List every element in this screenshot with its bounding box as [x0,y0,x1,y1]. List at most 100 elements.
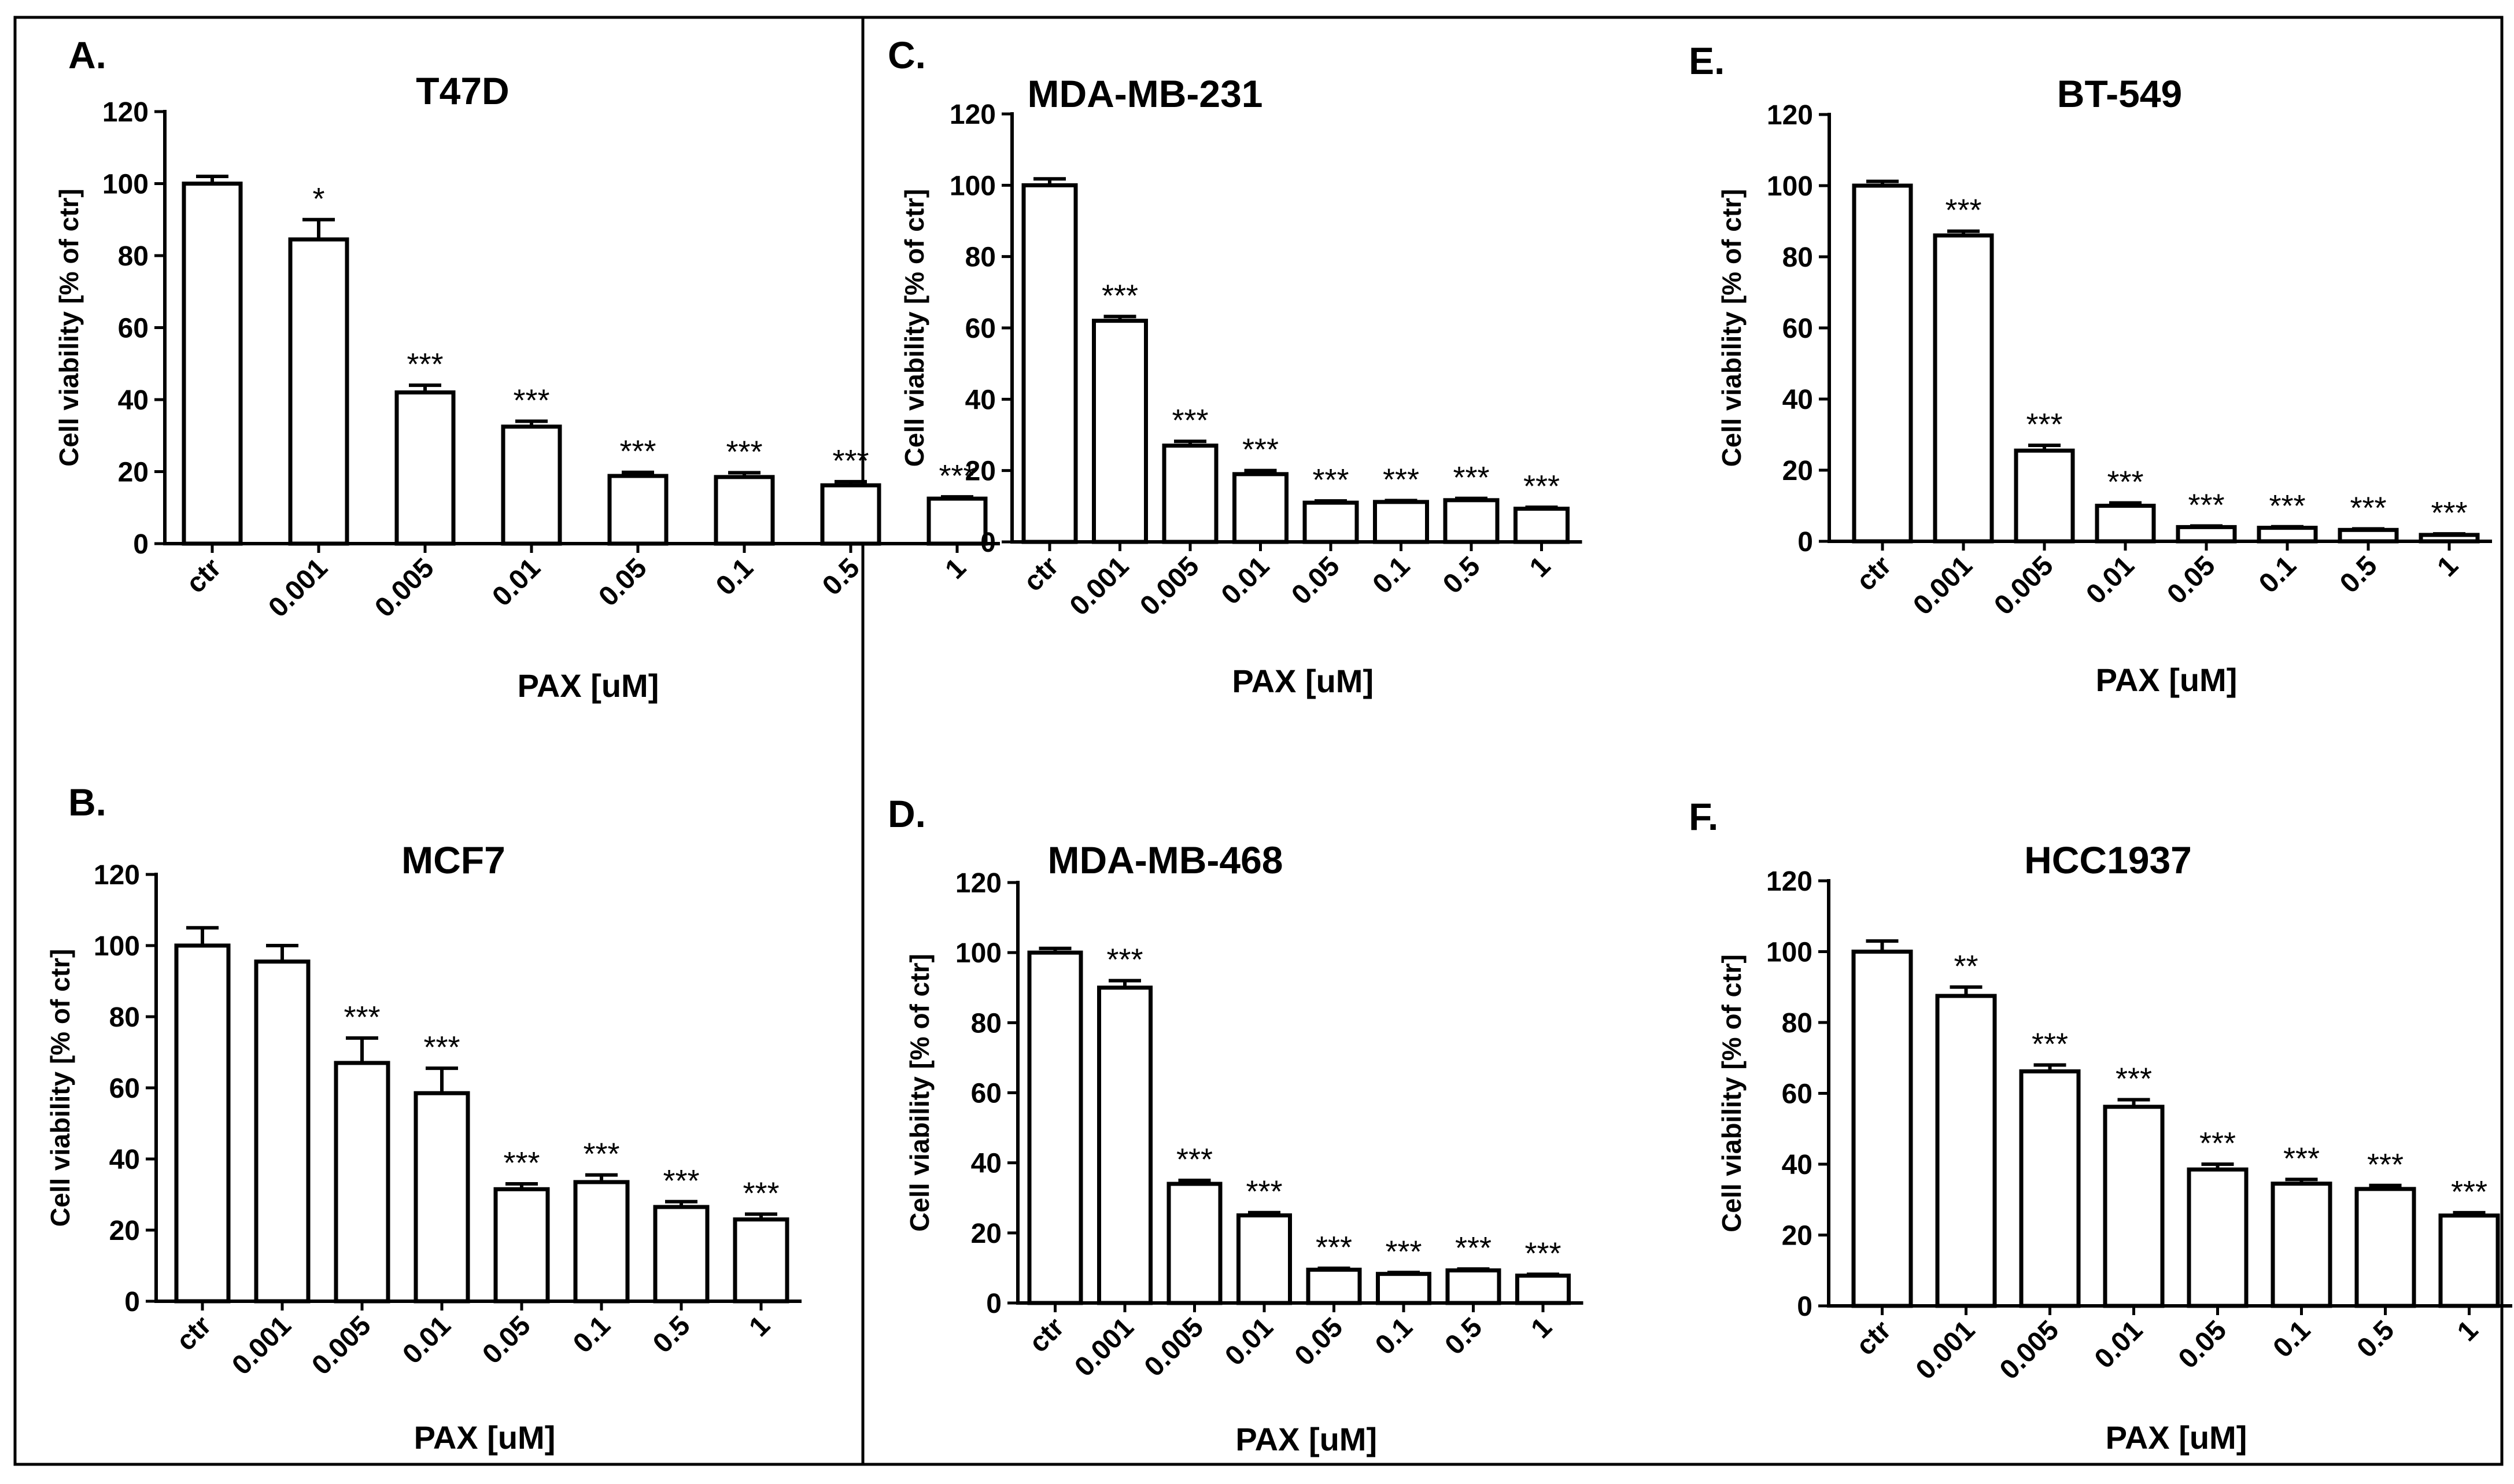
bar-1 [926,496,988,546]
significance-label: *** [1945,193,1981,228]
bar-0.05 [2187,1167,2249,1308]
significance-label: *** [2350,490,2386,525]
bar-0.01 [501,424,562,546]
y-tick-label: 60 [118,313,149,344]
x-axis-label: PAX [uM] [2096,662,2238,698]
significance-label: *** [1312,463,1349,497]
significance-label: *** [1102,278,1138,313]
bar-0.005 [334,1061,390,1304]
charts-layer: A. T47D 0 20 40 60 80 100 120 Cell viability [% o… [45,34,2512,1457]
panel-letter: C. [888,34,926,76]
bar-0.001 [1097,985,1153,1305]
significance-label: *** [1383,462,1419,497]
y-tick-label: 40 [965,385,996,415]
outer-frame [13,16,2504,1466]
y-axis-label: Cell viability [% of ctr] [899,189,929,467]
y-tick-label: 120 [94,860,140,891]
x-axis-label: PAX [uM] [414,1419,556,1456]
y-tick-label: 20 [965,456,996,487]
y-tick-label: 60 [965,313,996,344]
chart-title: BT-549 [2057,72,2182,115]
y-tick-label: 40 [1782,1150,1812,1180]
significance-label: *** [2107,465,2143,500]
bar-0.1 [2271,1182,2332,1308]
bar-ctr [182,182,243,546]
y-tick-label: 40 [1782,385,1813,415]
bar-0.5 [2354,1187,2416,1308]
bar-0.001 [1935,994,1997,1308]
y-tick-label: 0 [133,529,149,560]
bar-0.5 [1445,1268,1501,1305]
y-tick-label: 60 [1782,1079,1812,1110]
bar-0.005 [2014,448,2075,544]
bar-0.005 [2019,1069,2081,1308]
significance-label: *** [1176,1142,1213,1177]
significance-label: *** [2451,1175,2487,1209]
significance-label: *** [1523,469,1560,504]
bar-0.05 [607,474,669,546]
significance-label: *** [2026,407,2062,442]
significance-label: *** [1172,403,1208,438]
significance-label: *** [1385,1234,1422,1269]
panel-letter: F. [1689,795,1718,838]
y-tick-label: 20 [109,1216,140,1246]
significance-label: *** [583,1137,619,1172]
bar-0.05 [493,1187,550,1304]
significance-label: *** [1316,1230,1352,1265]
bar-0.5 [1443,498,1500,544]
bar-0.005 [1166,1182,1223,1305]
bar-1 [1513,507,1570,544]
x-axis-label: PAX [uM] [1235,1421,1377,1457]
bar-ctr [1851,950,1913,1308]
y-tick-label: 40 [971,1149,1002,1179]
chart-title: T47D [416,69,509,112]
chart-title: HCC1937 [2024,839,2192,881]
bar-0.001 [288,237,349,546]
y-axis-label: Cell viability [% of ctr] [1716,189,1747,467]
y-tick-label: 0 [980,527,996,558]
significance-label: *** [2431,496,2467,530]
bar-0.5 [653,1205,710,1304]
bar-0.1 [1376,1272,1431,1305]
chart-title: MDA-MB-231 [1027,72,1262,115]
y-tick-label: 60 [109,1073,140,1104]
y-tick-label: 80 [1782,242,1813,273]
bar-0.005 [394,390,456,546]
chart-title: MCF7 [401,839,505,881]
y-tick-label: 120 [1767,100,1813,131]
bar-ctr [174,943,231,1304]
y-tick-label: 20 [1782,456,1813,486]
y-axis-label: Cell viability [% of ctr] [905,954,935,1232]
bar-0.1 [714,475,775,546]
significance-label: *** [2283,1141,2320,1176]
significance-label: *** [2367,1147,2404,1182]
significance-label: *** [503,1146,540,1180]
x-axis-label: PAX [uM] [518,667,659,704]
y-tick-label: 120 [102,97,149,128]
y-tick-label: 60 [971,1079,1002,1109]
bar-1 [733,1217,789,1304]
y-axis-label: Cell viability [% of ctr] [1716,954,1747,1232]
x-axis-label: PAX [uM] [1232,663,1374,699]
y-tick-label: 80 [965,242,996,273]
significance-label: *** [2032,1027,2068,1062]
significance-label: *** [726,434,762,469]
significance-label: *** [1242,433,1279,467]
panel-letter: A. [68,34,106,76]
panel-letter: D. [888,792,926,835]
y-tick-label: 0 [124,1287,140,1317]
y-tick-label: 0 [986,1289,1002,1319]
significance-label: ** [1954,949,1978,984]
bar-0.005 [1162,444,1219,544]
chart-panel-1: B. MCF7 0 20 40 60 80 100 120 Cell viability [% o… [45,781,802,1456]
bar-0.01 [414,1091,470,1304]
significance-label: *** [663,1164,699,1198]
significance-label: *** [344,1000,380,1035]
bar-1 [2438,1213,2500,1308]
significance-label: *** [1455,1231,1492,1265]
y-tick-label: 40 [118,385,149,416]
bar-0.001 [254,959,311,1304]
bar-0.1 [1373,500,1429,544]
bar-0.05 [1306,1267,1362,1305]
